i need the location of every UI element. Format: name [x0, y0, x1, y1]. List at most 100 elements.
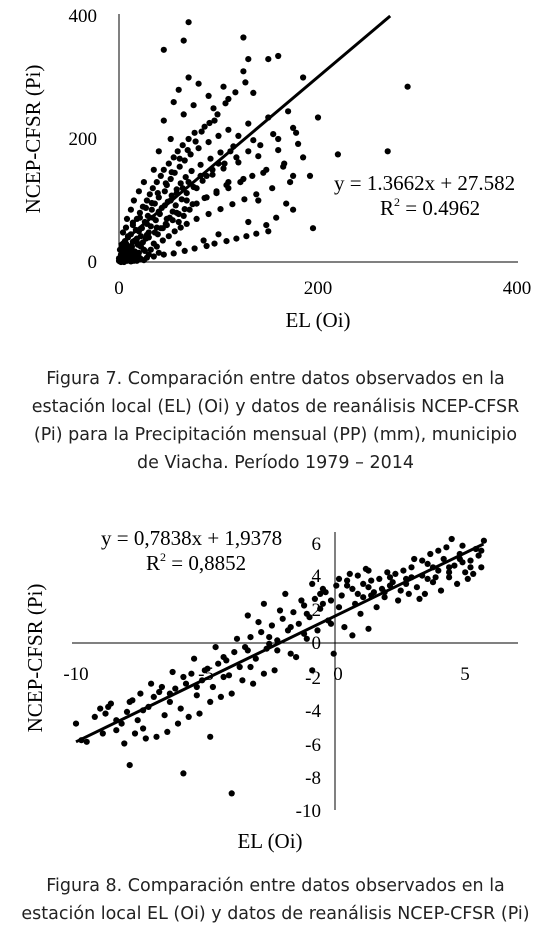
figure-8-data-point [293, 654, 300, 661]
figure-8-data-point [429, 579, 437, 586]
figure-8-data-point [191, 655, 198, 662]
figure-8-data-point [386, 574, 394, 581]
figure-7-data-point [163, 215, 170, 222]
figure-7-data-point [203, 242, 210, 250]
caption-line: estación local (EL) (Oi) y datos de rean… [31, 397, 520, 417]
figure-7-data-point [263, 222, 270, 229]
figure-8-data-point [451, 562, 458, 569]
figure-7-x-axis-label: EL (Oi) [285, 308, 350, 332]
figure-7-data-point [192, 138, 199, 145]
figure-8-data-point [435, 567, 442, 574]
figure-8-data-point [349, 632, 356, 639]
figure-7-data-point [179, 142, 186, 149]
figure-7-data-point [191, 129, 198, 136]
figure-8-data-point [282, 590, 289, 597]
figure-7-data-point [250, 89, 257, 96]
caption-line: estación local EL (Oi) y datos de reanál… [21, 904, 530, 924]
figure-7-data-point [176, 163, 183, 170]
figure-7-data-point [198, 128, 205, 135]
figure-8-y-axis-label: NCEP-CFSR (Pi) [23, 584, 47, 733]
figure-8-data-point [462, 569, 469, 576]
figure-8-data-point [185, 713, 192, 720]
figure-8-data-point [437, 587, 445, 594]
figure-8-data-point [467, 557, 474, 564]
figure-7-data-point [133, 239, 140, 246]
figure-7-data-point [213, 190, 220, 197]
figure-8-data-point [274, 647, 281, 654]
figure-7-data-point [290, 206, 297, 213]
figure-8-data-point [193, 692, 200, 699]
figure-7-data-point [217, 206, 224, 213]
figure-7-data-point [171, 228, 178, 235]
figure-8-data-point [459, 542, 466, 549]
figure-7-data-point [155, 249, 162, 256]
figure-8-x-tick: 0 [333, 664, 343, 685]
figure-7-data-point [184, 147, 191, 154]
figure-8-x-tick: -5 [198, 664, 214, 685]
figure-7-data-point [210, 105, 217, 112]
figure-8-data-point [421, 590, 428, 597]
figure-7-data-point [177, 224, 184, 231]
figure-7-data-point [265, 228, 272, 235]
figure-8-data-point [454, 580, 461, 587]
figure-7-data-point [265, 56, 272, 63]
figure-8-data-point [83, 738, 90, 745]
figure-7-data-point [209, 171, 216, 178]
figure-7-data-point [273, 214, 280, 221]
figure-7-data-point [148, 199, 155, 207]
figure-7-data-point [170, 99, 177, 106]
figure-7-data-point [178, 196, 185, 203]
figure-7-data-point [250, 137, 257, 144]
figure-7-data-point [200, 237, 207, 244]
figure-8-data-point [166, 698, 173, 705]
caption-line: (Pi) para la Precipitación mensual (PP) … [33, 425, 518, 445]
figure-7-r-squared-value: = 0.4962 [400, 196, 480, 220]
figure-8-data-point [354, 590, 361, 597]
figure-8-data-point [228, 790, 235, 797]
figure-8-data-point [182, 680, 190, 687]
figure-7-data-point [206, 119, 213, 127]
figure-7-data-point [205, 139, 212, 146]
figure-7-data-point [165, 160, 172, 167]
figure-7-data-point [186, 206, 193, 213]
figure-8-data-point [446, 564, 453, 571]
figure-8-data-point [365, 584, 372, 591]
figure-7-data-point [237, 179, 244, 186]
figure-7-data-point [233, 154, 240, 161]
figure-7-data-point [201, 194, 208, 202]
figure-7-data-point [295, 140, 302, 147]
figure-8-data-point [440, 555, 447, 563]
figure-7-data-point [175, 240, 182, 247]
figure-8-x-tick: -10 [63, 664, 88, 685]
figure-7-data-point [281, 160, 288, 167]
figure-7-data-point [119, 229, 127, 236]
figure-8-data-point [344, 582, 351, 589]
caption-line: de Viacha. Período 1979 – 2014 [137, 453, 414, 473]
figure-7-data-point [181, 157, 188, 164]
figure-8-data-point [247, 663, 254, 671]
figure-8-data-point [158, 683, 165, 691]
figure-8-data-point [99, 730, 106, 737]
figure-8-data-point [169, 668, 176, 676]
figure-8-y-tick: -10 [296, 801, 321, 822]
figure-8-data-point [365, 625, 372, 632]
figure-7-data-point [222, 100, 229, 107]
figure-7-data-point [127, 206, 134, 213]
figure-8-y-tick: -6 [305, 735, 321, 756]
figure-8-data-point [156, 688, 163, 696]
figure-8-data-point [287, 650, 294, 657]
figure-8-data-point [419, 557, 426, 564]
figure-7-data-point [148, 206, 155, 213]
figure-8-data-point [102, 710, 109, 717]
figure-8-data-point [443, 544, 450, 551]
figure-7-data-point [190, 102, 197, 109]
figure-7-data-point [300, 74, 307, 81]
figure-8-data-point [309, 667, 316, 674]
figure-8-data-point [126, 762, 133, 769]
figure-7-data-point [165, 233, 172, 240]
figure-8-data-point [148, 680, 155, 687]
figure-8-y-tick: 0 [312, 633, 322, 654]
figure-7-data-point [257, 142, 264, 149]
figure-8-data-point [131, 730, 139, 737]
figure-8-data-point [271, 667, 278, 674]
